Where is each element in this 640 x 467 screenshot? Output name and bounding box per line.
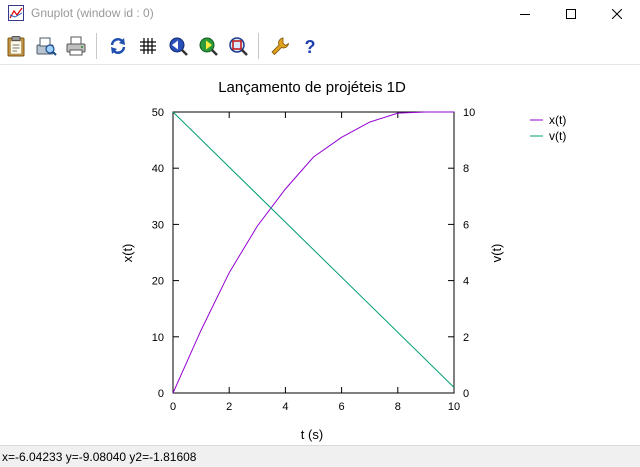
y-tick-label: 50: [152, 107, 164, 119]
legend-label: v(t): [549, 129, 566, 143]
print-button[interactable]: [64, 34, 88, 58]
clipboard-icon: [7, 36, 25, 57]
zoom-next-button[interactable]: [196, 34, 220, 58]
y-axis-label: x(t): [120, 244, 135, 263]
replot-button[interactable]: [106, 34, 130, 58]
toggle-grid-button[interactable]: [136, 34, 160, 58]
toolbar-separator: [96, 33, 97, 59]
plot-border: [172, 111, 455, 394]
chart-title: Lançamento de projéteis 1D: [218, 79, 406, 96]
x-tick-label: 6: [339, 401, 345, 413]
gnuplot-app-icon: [8, 5, 24, 21]
y-tick-label: 20: [152, 276, 164, 288]
copy-to-clipboard-button[interactable]: [4, 34, 28, 58]
y-tick-label: 10: [152, 332, 164, 344]
wrench-icon: [271, 37, 289, 56]
y2-tick-label: 8: [463, 163, 469, 175]
toolbar-separator: [258, 33, 259, 59]
plot-canvas[interactable]: Lançamento de projéteis 1D 0 2 4 6 8 10010203…: [0, 65, 640, 443]
print-icon: [66, 36, 86, 56]
print-preview-button[interactable]: [34, 34, 58, 58]
x-tick-label: 8: [395, 401, 401, 413]
y2-tick-label: 4: [463, 276, 469, 288]
y2-axis-label: v(t): [489, 244, 504, 263]
y2-tick-label: 0: [463, 388, 469, 400]
help-button[interactable]: ?: [298, 34, 322, 58]
minimize-icon: [520, 13, 530, 15]
toolbar: ?: [0, 27, 640, 65]
y-tick-label: 0: [158, 388, 164, 400]
status-bar: x=-6.04233 y=-9.08040 y2=-1.81608: [0, 445, 640, 467]
y2-tick-label: 2: [463, 332, 469, 344]
maximize-button[interactable]: [548, 0, 594, 27]
series-line-v(t): [172, 111, 455, 388]
replot-icon: [110, 38, 126, 54]
close-button[interactable]: [594, 0, 640, 27]
y2-tick-label: 6: [463, 219, 469, 231]
svg-text:?: ?: [305, 37, 316, 56]
zoom-previous-button[interactable]: [166, 34, 190, 58]
print-preview-icon: [36, 37, 57, 56]
unzoom-button[interactable]: [226, 34, 250, 58]
y2-tick-label: 10: [463, 107, 475, 119]
close-icon: [612, 8, 622, 19]
x-tick-label: 10: [448, 401, 460, 413]
maximize-icon: [566, 8, 576, 19]
help-icon: ?: [305, 37, 316, 56]
legend-label: x(t): [549, 113, 566, 127]
y-tick-label: 40: [152, 163, 164, 175]
y-tick-label: 30: [152, 219, 164, 231]
window-title: Gnuplot (window id : 0): [31, 6, 154, 20]
data-series: [172, 111, 455, 394]
series-line-x(t): [172, 111, 454, 394]
title-bar: Gnuplot (window id : 0): [0, 0, 640, 27]
unzoom-icon: [229, 37, 248, 56]
x-tick-label: 0: [170, 401, 176, 413]
options-button[interactable]: [268, 34, 292, 58]
x-tick-label: 4: [282, 401, 288, 413]
minimize-button[interactable]: [502, 0, 548, 27]
x-axis-label: t (s): [301, 427, 323, 442]
grid-icon: [140, 38, 156, 54]
zoom-next-icon: [199, 37, 218, 56]
legend: x(t) v(t): [530, 113, 566, 143]
mouse-coordinates: x=-6.04233 y=-9.08040 y2=-1.81608: [2, 450, 197, 464]
x-tick-label: 2: [226, 401, 232, 413]
zoom-previous-icon: [169, 37, 188, 56]
